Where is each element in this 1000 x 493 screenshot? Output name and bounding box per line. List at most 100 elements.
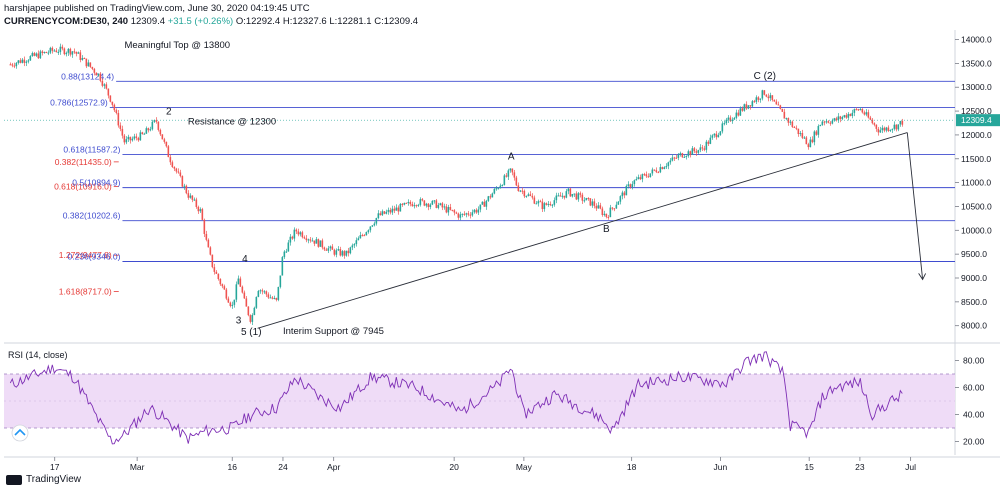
candle-body (643, 174, 646, 176)
candle-body (615, 204, 618, 209)
candle-body (573, 193, 576, 195)
candle-body (291, 236, 294, 239)
candle-body (561, 195, 564, 197)
candle-body (293, 229, 296, 239)
candle-body (583, 200, 586, 202)
candle-body (493, 188, 496, 194)
candle-body (83, 58, 86, 60)
candle-body (133, 136, 136, 139)
candle-body (17, 60, 20, 63)
candle-body (545, 203, 548, 205)
candle-body (867, 112, 870, 118)
candle-body (563, 195, 566, 198)
candle-body (617, 201, 620, 205)
y-tick-label: 13000.0 (961, 82, 992, 92)
candle-body (215, 271, 218, 274)
candle-body (735, 112, 738, 118)
candle-body (707, 141, 710, 144)
candle-body (753, 101, 756, 103)
tradingview-brand[interactable]: TradingView (6, 474, 81, 485)
candle-body (69, 48, 72, 55)
rsi-title: RSI (14, close) (8, 350, 68, 360)
candle-body (235, 284, 238, 300)
symbol-name: CURRENCYCOM:DE30, 240 (4, 16, 129, 27)
candle-body (885, 127, 888, 131)
candle-body (721, 123, 724, 132)
candle-body (297, 231, 300, 235)
candle-body (415, 205, 418, 207)
candle-body (677, 154, 680, 158)
candle-body (433, 200, 436, 202)
x-tick-label: Jul (905, 462, 916, 472)
y-tick-label: 10500.0 (961, 201, 992, 211)
ohlc-values: O:12292.4 H:12327.6 L:12281.1 C:12309.4 (235, 16, 419, 27)
x-tick-label: Apr (327, 462, 340, 472)
candle-body (29, 56, 32, 61)
candle-body (767, 96, 770, 99)
candle-body (25, 61, 28, 63)
candle-body (349, 247, 352, 254)
candle-body (839, 116, 842, 119)
x-tick-label: 16 (228, 462, 238, 472)
candle-body (35, 53, 38, 56)
candle-body (61, 46, 64, 49)
candle-body (603, 213, 606, 215)
candle-body (733, 117, 736, 120)
candle-body (497, 188, 500, 190)
candle-body (761, 90, 764, 99)
candle-body (205, 233, 208, 240)
candle-body (531, 195, 534, 198)
candle-body (167, 146, 170, 158)
candle-body (593, 201, 596, 206)
candle-body (335, 250, 338, 255)
candle-body (655, 170, 658, 173)
candle-body (47, 52, 50, 54)
candle-body (819, 124, 822, 127)
candle-body (401, 203, 404, 205)
candle-body (589, 198, 592, 206)
candle-body (477, 209, 480, 213)
candle-body (443, 206, 446, 208)
wave-annotation: B (603, 224, 610, 235)
candle-body (273, 297, 276, 299)
candle-body (89, 62, 92, 67)
candle-body (317, 239, 320, 247)
candle-body (667, 162, 670, 167)
candle-body (485, 200, 488, 207)
wave-annotation: 2 (166, 106, 172, 117)
candle-body (389, 209, 392, 213)
candle-body (385, 211, 388, 214)
candle-body (285, 251, 288, 253)
candle-body (15, 62, 18, 67)
candle-body (217, 273, 220, 280)
candle-body (783, 111, 786, 119)
candle-body (299, 232, 302, 235)
candle-body (769, 95, 772, 99)
candle-body (825, 121, 828, 123)
fib-level-label: 1.618(8717.0) (59, 286, 112, 296)
candle-body (607, 216, 610, 218)
candle-body (519, 190, 522, 192)
candle-body (635, 179, 638, 181)
candle-body (315, 239, 318, 244)
candle-body (601, 208, 604, 215)
candle-body (161, 134, 164, 140)
candle-body (621, 192, 624, 197)
candle-body (711, 135, 714, 138)
candle-body (693, 148, 696, 152)
candle-body (657, 172, 660, 174)
candle-body (779, 105, 782, 109)
x-tick-label: Mar (130, 462, 145, 472)
candle-body (77, 52, 80, 54)
candle-body (193, 199, 196, 201)
candle-body (53, 50, 56, 52)
wave-annotation: C (2) (754, 71, 776, 82)
candle-body (405, 202, 408, 204)
fib-level-label: 1.272(9477.8) (59, 250, 112, 260)
candle-body (221, 284, 224, 287)
fib-level-label: 0.88(13124.4) (61, 71, 114, 81)
candle-body (623, 192, 626, 196)
candle-body (219, 279, 222, 285)
candle-body (619, 196, 622, 202)
